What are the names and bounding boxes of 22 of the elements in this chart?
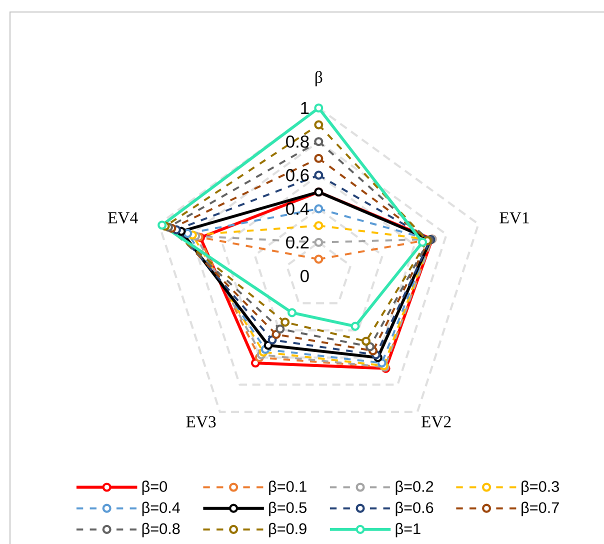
spoke-label: EV2 — [421, 416, 451, 428]
legend-label: β=0.9 — [269, 522, 306, 538]
y-tick-label: 0.4 — [286, 202, 310, 215]
y-tick-label: 0 — [300, 270, 309, 282]
spoke-label: β — [315, 70, 322, 86]
legend-label: β=0.5 — [269, 502, 306, 516]
legend-label: β=0.1 — [269, 480, 306, 495]
spoke-label: EV3 — [186, 416, 216, 428]
legend-label: β=0.6 — [396, 502, 434, 516]
y-tick-label: 0.2 — [286, 236, 309, 249]
legend-label: β=1 — [396, 522, 420, 538]
spoke-label: EV4 — [108, 212, 138, 224]
legend-label: β=0.2 — [396, 480, 434, 495]
legend-label: β=0.4 — [142, 502, 180, 516]
y-tick-label: 1 — [301, 102, 309, 114]
legend-label: β=0.7 — [522, 502, 559, 516]
legend-label: β=0.3 — [522, 480, 559, 495]
y-tick-label: 0.8 — [286, 135, 309, 148]
legend-label: β=0 — [142, 480, 168, 495]
y-tick-label: 0.6 — [286, 169, 309, 182]
spoke-label: EV1 — [500, 212, 529, 224]
legend-label: β=0.8 — [142, 522, 180, 538]
